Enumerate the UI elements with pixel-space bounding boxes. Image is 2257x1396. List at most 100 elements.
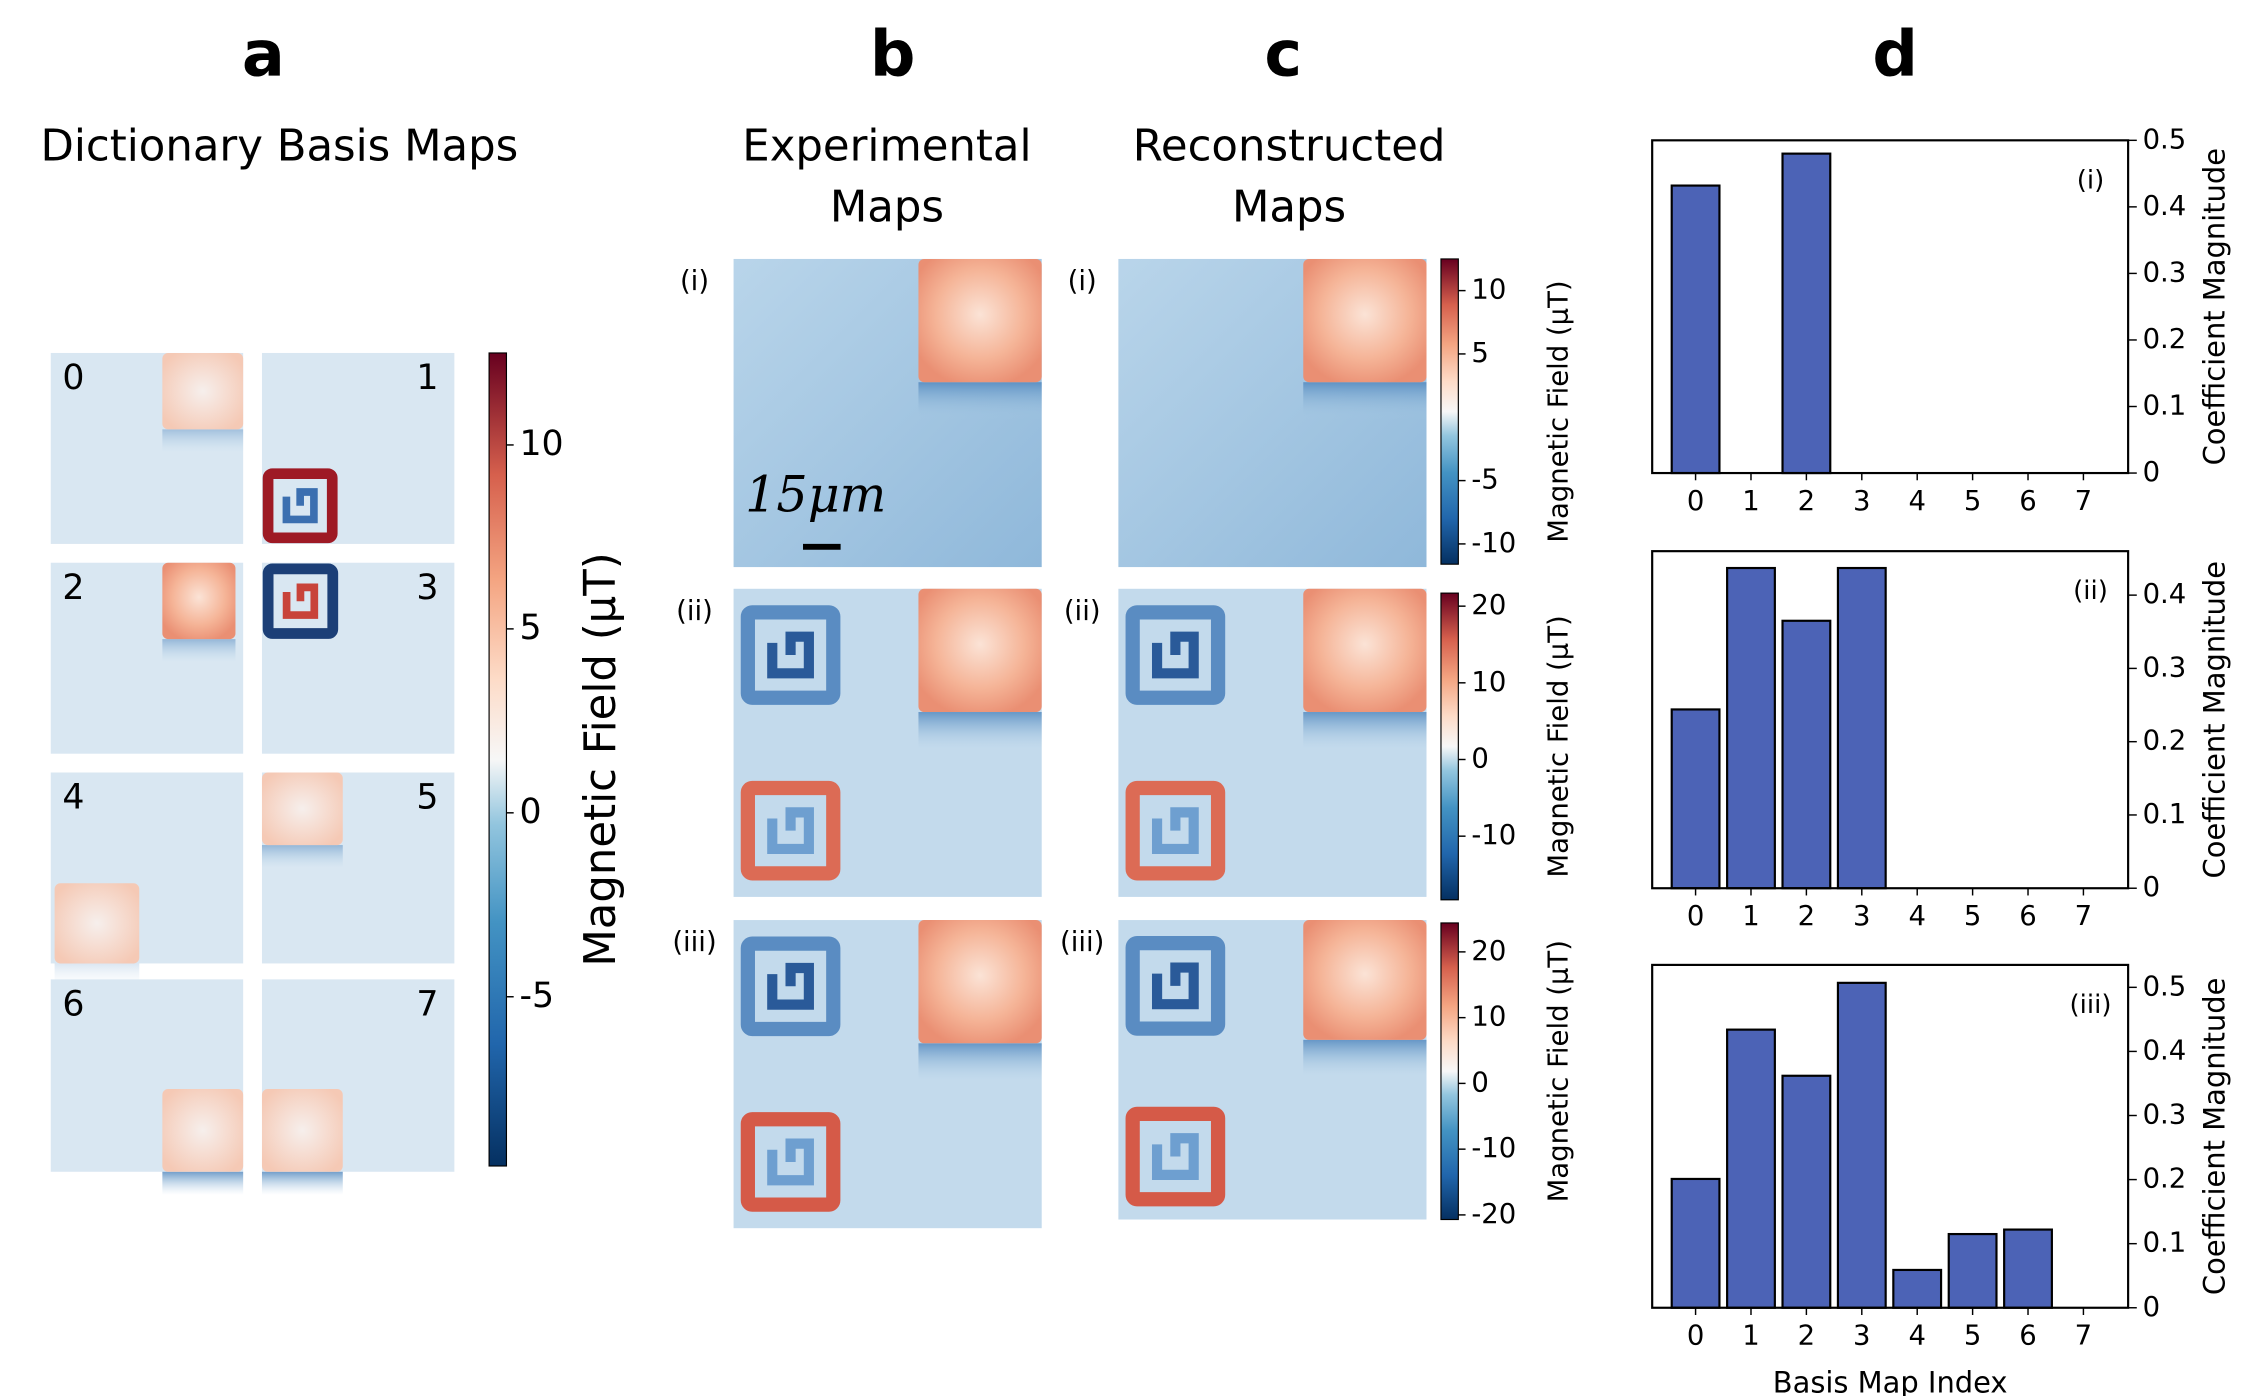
- x-tick-label: 7: [2075, 485, 2092, 517]
- x-tick-label: 0: [1687, 1320, 1704, 1352]
- x-tick-label: 1: [1742, 900, 1759, 932]
- map-square: [918, 920, 1042, 1044]
- bar: [1836, 981, 1887, 1309]
- map-shadow: [261, 845, 343, 868]
- row-label: (i): [1068, 265, 1097, 297]
- x-tick-label: 4: [1908, 900, 1925, 932]
- spiral-outer: [740, 1112, 841, 1212]
- spiral-outer: [1125, 605, 1226, 705]
- panel-letter: b: [870, 17, 916, 91]
- y-axis-label: Coefficient Magnitude: [2197, 148, 2231, 465]
- bar: [1781, 619, 1832, 890]
- y-tick-label: 0.2: [2143, 725, 2187, 757]
- map-tile: [261, 562, 455, 754]
- colorbar-tick-label: -5: [1471, 464, 1498, 496]
- x-tick-label: 0: [1687, 900, 1704, 932]
- x-tick-label: 5: [1964, 1320, 1981, 1352]
- bar: [1726, 1028, 1776, 1309]
- map-square: [261, 772, 343, 846]
- panel-title: Reconstructed: [1133, 122, 1446, 172]
- colorbar-tick-label: 10: [1471, 274, 1506, 306]
- colorbar-tick-label: -10: [1471, 819, 1516, 851]
- y-axis-label: Coefficient Magnitude: [2197, 561, 2231, 878]
- x-tick-label: 5: [1964, 900, 1981, 932]
- colorbar-tick-label: -5: [519, 976, 554, 1016]
- panel-letter: d: [1872, 17, 1918, 91]
- map-index: 5: [416, 778, 438, 818]
- y-tick-label: 0.3: [2143, 1099, 2187, 1131]
- map-shadow: [162, 429, 244, 453]
- panel-title: Maps: [830, 182, 944, 232]
- spiral-inner: [282, 488, 318, 524]
- map-index: 4: [62, 778, 84, 818]
- x-tick-label: 3: [1853, 1320, 1870, 1352]
- y-tick-label: 0.4: [2143, 1034, 2187, 1066]
- panel-letter: a: [242, 17, 285, 91]
- y-tick-label: 0: [2143, 1291, 2160, 1323]
- map-index: 0: [62, 358, 84, 398]
- colorbar-tick-label: 10: [1471, 666, 1506, 698]
- x-tick-label: 5: [1964, 485, 1981, 517]
- x-tick-label: 7: [2075, 1320, 2092, 1352]
- colorbar-tick-label: 0: [1471, 742, 1488, 774]
- colorbar: [488, 352, 508, 1167]
- spiral-outer: [262, 468, 338, 544]
- colorbar-label: Magnetic Field (μT): [1543, 940, 1575, 1202]
- y-tick-label: 0.1: [2143, 798, 2187, 830]
- y-tick-label: 0.2: [2143, 1163, 2187, 1195]
- bar: [2003, 1228, 2053, 1309]
- map-shadow: [918, 1043, 1042, 1081]
- spiral-outer: [740, 936, 841, 1037]
- map-square: [54, 883, 140, 964]
- scale-bar-label: 15μm: [745, 466, 886, 524]
- map-square: [162, 562, 236, 640]
- x-tick-label: 0: [1687, 485, 1704, 517]
- colorbar-tick-label: 20: [1471, 935, 1506, 967]
- bar: [1836, 566, 1887, 890]
- bar: [1892, 1268, 1943, 1309]
- map-square: [162, 352, 244, 430]
- map-square: [1303, 588, 1427, 713]
- x-axis-label: Basis Map Index: [1773, 1365, 2008, 1396]
- map-square: [162, 1089, 244, 1172]
- spiral-inner: [282, 583, 319, 619]
- map-square: [1303, 920, 1427, 1040]
- map-shadow: [162, 639, 236, 663]
- spiral-inner: [1151, 962, 1199, 1010]
- spiral-inner: [767, 1138, 814, 1186]
- annotation: (iii): [2070, 990, 2112, 1020]
- colorbar-tick-label: 0: [1471, 1066, 1488, 1098]
- map-index: 7: [416, 984, 438, 1024]
- x-tick-label: 6: [2019, 485, 2036, 517]
- map-shadow: [261, 1171, 343, 1195]
- x-tick-label: 1: [1742, 1320, 1759, 1352]
- colorbar-tick-label: 5: [1471, 337, 1488, 369]
- y-tick-label: 0: [2143, 871, 2160, 903]
- map-shadow: [1303, 382, 1427, 420]
- x-tick-label: 2: [1798, 900, 1815, 932]
- map-shadow: [1303, 712, 1427, 750]
- y-tick-label: 0.4: [2143, 190, 2187, 222]
- colorbar: [1440, 258, 1459, 565]
- y-tick-label: 0.1: [2143, 390, 2187, 422]
- axes-frame: [1651, 963, 2130, 1309]
- row-label: (iii): [672, 926, 716, 958]
- map-shadow: [162, 1171, 244, 1195]
- spiral-outer: [1125, 1106, 1226, 1207]
- panel-title: Experimental: [742, 122, 1031, 172]
- map-square: [1303, 258, 1427, 383]
- y-tick-label: 0.2: [2143, 323, 2187, 355]
- map-square: [918, 258, 1042, 383]
- x-tick-label: 3: [1853, 900, 1870, 932]
- colorbar-tick-label: 20: [1471, 589, 1506, 621]
- bar: [1670, 184, 1721, 475]
- spiral-inner: [767, 962, 814, 1010]
- axes-frame: [1651, 139, 2130, 475]
- colorbar-label: Magnetic Field (μT): [576, 552, 626, 966]
- spiral-outer: [740, 780, 841, 881]
- x-tick-label: 7: [2075, 900, 2092, 932]
- bar: [1726, 566, 1776, 890]
- x-tick-label: 6: [2019, 1320, 2036, 1352]
- panel-title: Dictionary Basis Maps: [40, 122, 518, 172]
